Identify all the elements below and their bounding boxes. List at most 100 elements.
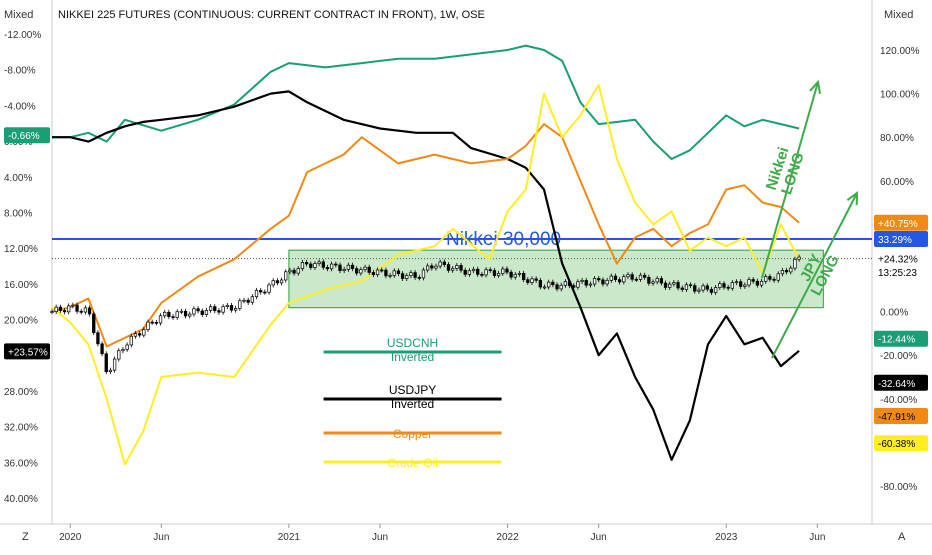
candle-body [789,267,793,273]
series-layer [51,44,800,466]
candle-body [492,270,497,276]
candle-body [204,309,209,315]
x-tick-label: 2021 [278,532,301,543]
candle-body [709,288,714,293]
candle-body [221,306,225,313]
candle-body [688,284,693,287]
candle-body [501,268,505,274]
candle-body [772,278,776,281]
arrow-nikkei-head [809,79,822,94]
badge-right-usdjpy-bg [874,374,928,391]
candle-body [739,281,743,287]
badge-right-crude-text: -60.38% [878,439,915,450]
left-tick-label: 32.00% [4,423,38,434]
arrow-nikkei-shaft [761,81,819,279]
candle-body [780,270,785,275]
candle-body [730,282,734,289]
badge-right-nikkei-bg [874,250,928,267]
candle-body [79,310,83,313]
candle-body [743,284,747,287]
candle-body [183,310,188,317]
right-tick-label: -20.00% [880,351,917,362]
candle-body [392,270,396,276]
candle-body [747,279,751,286]
candle-body [229,305,234,311]
candle-body [613,275,618,280]
legend-usdcnh-label: Inverted [391,350,434,364]
candle-body [208,306,213,311]
candle-body [112,358,117,371]
series-crude-line [51,83,800,466]
candle-body [559,284,563,290]
candle-body [446,264,451,271]
candle-body [567,281,572,286]
candle-body [651,281,655,284]
candle-body [759,280,764,286]
candle-body [279,279,284,284]
candle-body [488,269,492,272]
candle-body [580,280,584,283]
candle-body [171,316,175,319]
candle-body [213,306,217,312]
candle-body [668,283,672,288]
candle-body [121,349,125,352]
candle-body [718,283,722,288]
candle-body [133,333,138,337]
candle-body [233,308,238,311]
candle-body [192,308,196,315]
candle-body [50,311,54,313]
candle-body [334,263,338,266]
candle-body [146,321,150,330]
candle-body [154,322,158,324]
x-tick-label: 2020 [59,532,82,543]
left-tick-label: -4.00% [4,101,36,112]
candle-body [701,285,705,291]
candle-body [438,261,442,267]
candle-body [350,264,355,269]
candle-body [309,263,313,268]
candle-body [630,274,634,280]
arrow-jpy-shaft [771,192,858,359]
candle-body [430,265,434,269]
candle-body [196,308,200,312]
badge-left-usdjpy-bg [4,343,50,360]
candle-body [263,291,267,294]
candle-body [83,307,88,313]
candle-body [638,274,643,280]
candle-body [576,281,580,288]
candle-body [793,258,797,269]
candle-body [643,274,647,278]
left-tick-label: 20.00% [4,316,38,327]
x-tick-label: 2022 [496,532,519,543]
arrow-jpy-head [846,190,859,206]
left-tick-label: 12.00% [4,244,38,255]
candle-body [609,275,613,281]
badge-right-nikkei-line-bg [874,231,928,248]
candle-body [455,265,459,269]
candle-body [517,272,522,275]
candle-body [355,268,359,274]
candle-body [313,263,317,268]
right-tick-label: 100.00% [880,90,920,101]
candle-body [380,269,384,272]
scale-toggle-right[interactable]: A [898,531,906,543]
scale-toggle-left[interactable]: Z [22,531,29,543]
candle-body [104,353,108,373]
legend-usdjpy-label: USDJPY [389,383,436,397]
candle-body [405,275,409,279]
candle-body [288,269,292,273]
candle-body [188,313,192,317]
x-tick-label: Jun [591,532,607,543]
candle-body [346,264,350,270]
left-tick-label: -8.00% [4,66,36,77]
series-usdjpy-line [52,90,800,461]
candle-body [238,300,242,309]
candle-body [259,290,263,293]
candle-body [179,310,184,313]
candle-body [480,274,484,276]
chart-title: NIKKEI 225 FUTURES (CONTINUOUS: CURRENT … [58,9,485,21]
candle-body [530,278,534,283]
candle-body [400,273,405,279]
